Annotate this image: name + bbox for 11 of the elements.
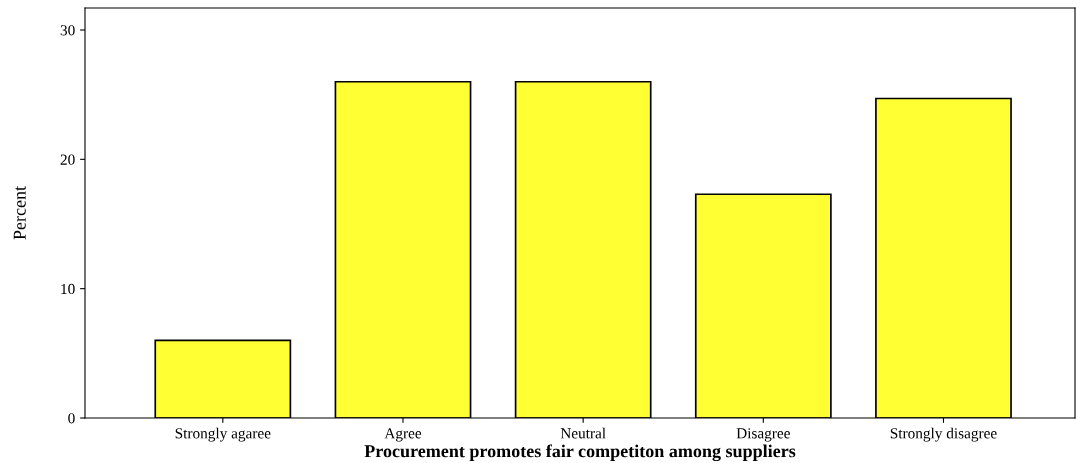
x-tick-label: Agree xyxy=(384,428,422,442)
x-tick-label: Disagree xyxy=(736,428,790,442)
x-tick-label: Neutral xyxy=(560,427,606,439)
y-tick-label: 10 xyxy=(61,283,75,295)
y-tick-label: 20 xyxy=(60,154,75,165)
y-tick-label: 0 xyxy=(68,413,75,424)
y-axis-title: Percent xyxy=(13,186,26,240)
x-axis-title: Procurement promotes fair competiton among suppliers xyxy=(364,444,796,462)
x-tick-label: Strongly disagree xyxy=(890,427,997,442)
x-tick-label: Strongly agaree xyxy=(175,427,271,442)
y-tick-label: 30 xyxy=(60,25,75,36)
